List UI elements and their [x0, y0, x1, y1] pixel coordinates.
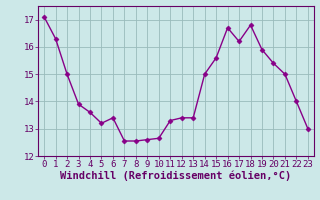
X-axis label: Windchill (Refroidissement éolien,°C): Windchill (Refroidissement éolien,°C) — [60, 171, 292, 181]
